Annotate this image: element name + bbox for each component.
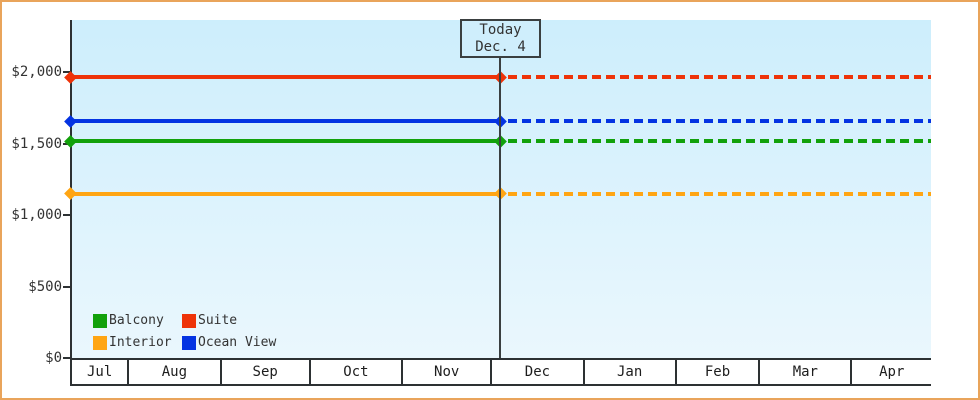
month-label: Nov: [434, 364, 460, 380]
month-cell-nov: Nov: [403, 360, 493, 384]
today-date-label: Dec. 4: [475, 39, 526, 55]
month-label: Feb: [704, 364, 731, 380]
legend-item-suite: Suite: [182, 313, 237, 329]
month-cell-feb: Feb: [677, 360, 761, 384]
legend-item-balcony: Balcony: [93, 313, 164, 329]
legend-swatch-ocean-view: [182, 336, 196, 350]
month-cell-dec: Dec: [492, 360, 585, 384]
y-axis-label: $1,500: [11, 135, 62, 152]
x-axis-month-table: Jul Aug Sep Oct Nov Dec Jan Feb Mar Apr: [70, 358, 931, 386]
month-cell-apr: Apr: [852, 360, 931, 384]
series-solid-segment-balcony: [68, 139, 502, 144]
y-axis-tick: [63, 357, 70, 359]
y-axis-label: $500: [28, 278, 62, 295]
today-label: Today: [479, 22, 522, 38]
series-dashed-segment-balcony: [508, 139, 931, 144]
month-label: Dec: [524, 364, 551, 380]
series-solid-segment-interior: [68, 191, 502, 196]
legend-label-ocean-view: Ocean View: [198, 335, 277, 350]
today-vertical-line: [499, 58, 501, 358]
month-label: Aug: [161, 364, 188, 380]
y-axis-label: $1,000: [11, 207, 62, 223]
legend-swatch-interior: [93, 336, 107, 350]
legend-item-ocean-view: Ocean View: [182, 335, 276, 351]
legend-label-suite: Suite: [198, 313, 238, 328]
month-label: Apr: [879, 364, 905, 380]
series-solid-segment-ocean-view: [68, 119, 502, 124]
month-label: Jan: [617, 364, 643, 380]
y-axis-tick: [63, 285, 70, 288]
series-dashed-segment-suite: [508, 75, 931, 79]
legend-swatch-balcony: [93, 314, 107, 328]
legend-item-interior: Interior: [93, 335, 172, 351]
month-cell-aug: Aug: [129, 360, 222, 384]
y-axis-label: $2,000: [11, 64, 62, 80]
month-cell-jan: Jan: [585, 360, 677, 384]
month-label: Jul: [87, 364, 113, 380]
month-cell-sep: Sep: [222, 360, 311, 384]
month-label: Sep: [252, 364, 278, 380]
series-dashed-segment-ocean-view: [508, 119, 931, 124]
series-dashed-segment-interior: [508, 191, 931, 196]
month-label: Mar: [792, 364, 818, 380]
y-axis-tick: [63, 214, 70, 216]
legend-swatch-suite: [182, 314, 196, 328]
month-label: Oct: [343, 364, 369, 380]
series-solid-segment-suite: [68, 75, 502, 79]
legend-label-balcony: Balcony: [109, 313, 164, 328]
y-axis-label: $0: [45, 350, 62, 366]
month-cell-jul: Jul: [72, 360, 130, 384]
month-cell-oct: Oct: [311, 360, 404, 384]
y-axis-tick: [63, 71, 70, 73]
today-label-box: Today Dec. 4: [460, 19, 541, 58]
legend-label-interior: Interior: [109, 335, 172, 350]
month-cell-mar: Mar: [760, 360, 853, 384]
